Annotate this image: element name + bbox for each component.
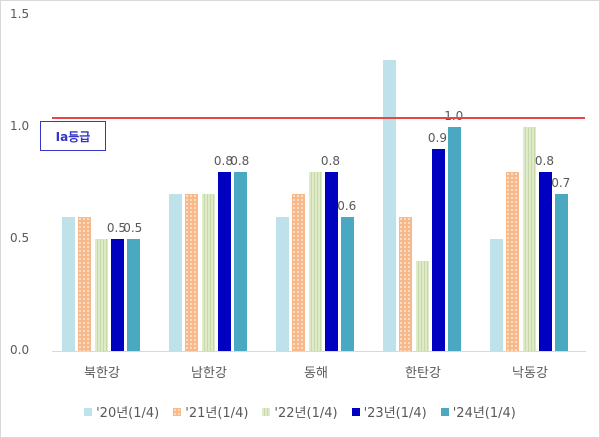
data-label: 0.8 <box>230 153 250 168</box>
data-label: 0.9 <box>427 131 447 146</box>
bar <box>555 194 569 351</box>
bar <box>415 261 429 351</box>
legend-label: '20년(1/4) <box>96 406 160 421</box>
bar <box>522 127 536 351</box>
bar <box>490 239 503 351</box>
legend-item: '22년(1/4) <box>262 402 338 421</box>
bar <box>201 194 215 351</box>
y-tick-label: 1.0 <box>10 119 30 133</box>
bar <box>341 216 355 351</box>
bar <box>506 171 520 351</box>
data-label: 0.6 <box>337 198 357 213</box>
x-category-label: 동해 <box>304 366 328 381</box>
bar <box>62 216 75 351</box>
bar <box>308 171 322 351</box>
bar <box>234 171 248 351</box>
bar <box>217 171 231 351</box>
legend-swatch-icon <box>84 407 93 416</box>
legend-swatch-icon <box>173 407 182 416</box>
data-label: 0.5 <box>106 221 126 235</box>
legend-item: '20년(1/4) <box>84 402 159 421</box>
y-tick-label: 0.0 <box>10 343 30 357</box>
y-tick-label: 0.5 <box>10 231 30 245</box>
bar <box>292 194 306 351</box>
legend-item: '23년(1/4) <box>351 402 427 421</box>
bar <box>110 239 124 351</box>
data-label: 0.7 <box>551 176 571 191</box>
data-label: 0.5 <box>123 221 143 235</box>
legend-swatch-icon <box>351 407 360 416</box>
x-category-label: 낙동강 <box>512 366 548 381</box>
legend-swatch-icon <box>440 407 449 416</box>
x-axis-line <box>52 351 586 352</box>
legend-label: '23년(1/4) <box>363 406 427 421</box>
x-category-label: 한탄강 <box>405 366 441 381</box>
legend-item: '21년(1/4) <box>173 402 248 421</box>
data-label: 0.8 <box>534 153 554 168</box>
data-label: 0.8 <box>213 153 233 168</box>
data-label: 0.8 <box>320 153 340 168</box>
x-category-label: 북한강 <box>84 366 120 381</box>
legend: '20년(1/4) '21년(1/4) '22년(1/4) '23년(1/4) '24년… <box>0 402 600 421</box>
bar <box>324 171 338 351</box>
bar <box>448 127 462 351</box>
bar <box>127 239 141 351</box>
bar <box>94 239 108 351</box>
bar <box>538 171 552 351</box>
legend-label: '22년(1/4) <box>274 406 338 421</box>
grade-annotation-box: Ia등급 <box>40 121 106 151</box>
reference-line <box>52 117 585 120</box>
bar <box>169 194 182 351</box>
bar <box>276 216 289 351</box>
bar <box>431 149 445 351</box>
x-category-label: 남한강 <box>191 366 227 381</box>
legend-swatch-icon <box>262 407 271 416</box>
bar <box>383 59 396 351</box>
y-tick-label: 1.5 <box>10 7 30 21</box>
legend-label: '24년(1/4) <box>452 406 516 421</box>
bar <box>399 216 413 351</box>
data-label: 1.0 <box>444 109 464 123</box>
legend-label: '21년(1/4) <box>185 406 249 421</box>
legend-item: '24년(1/4) <box>440 402 516 421</box>
bar <box>78 216 92 351</box>
bar <box>185 194 199 351</box>
